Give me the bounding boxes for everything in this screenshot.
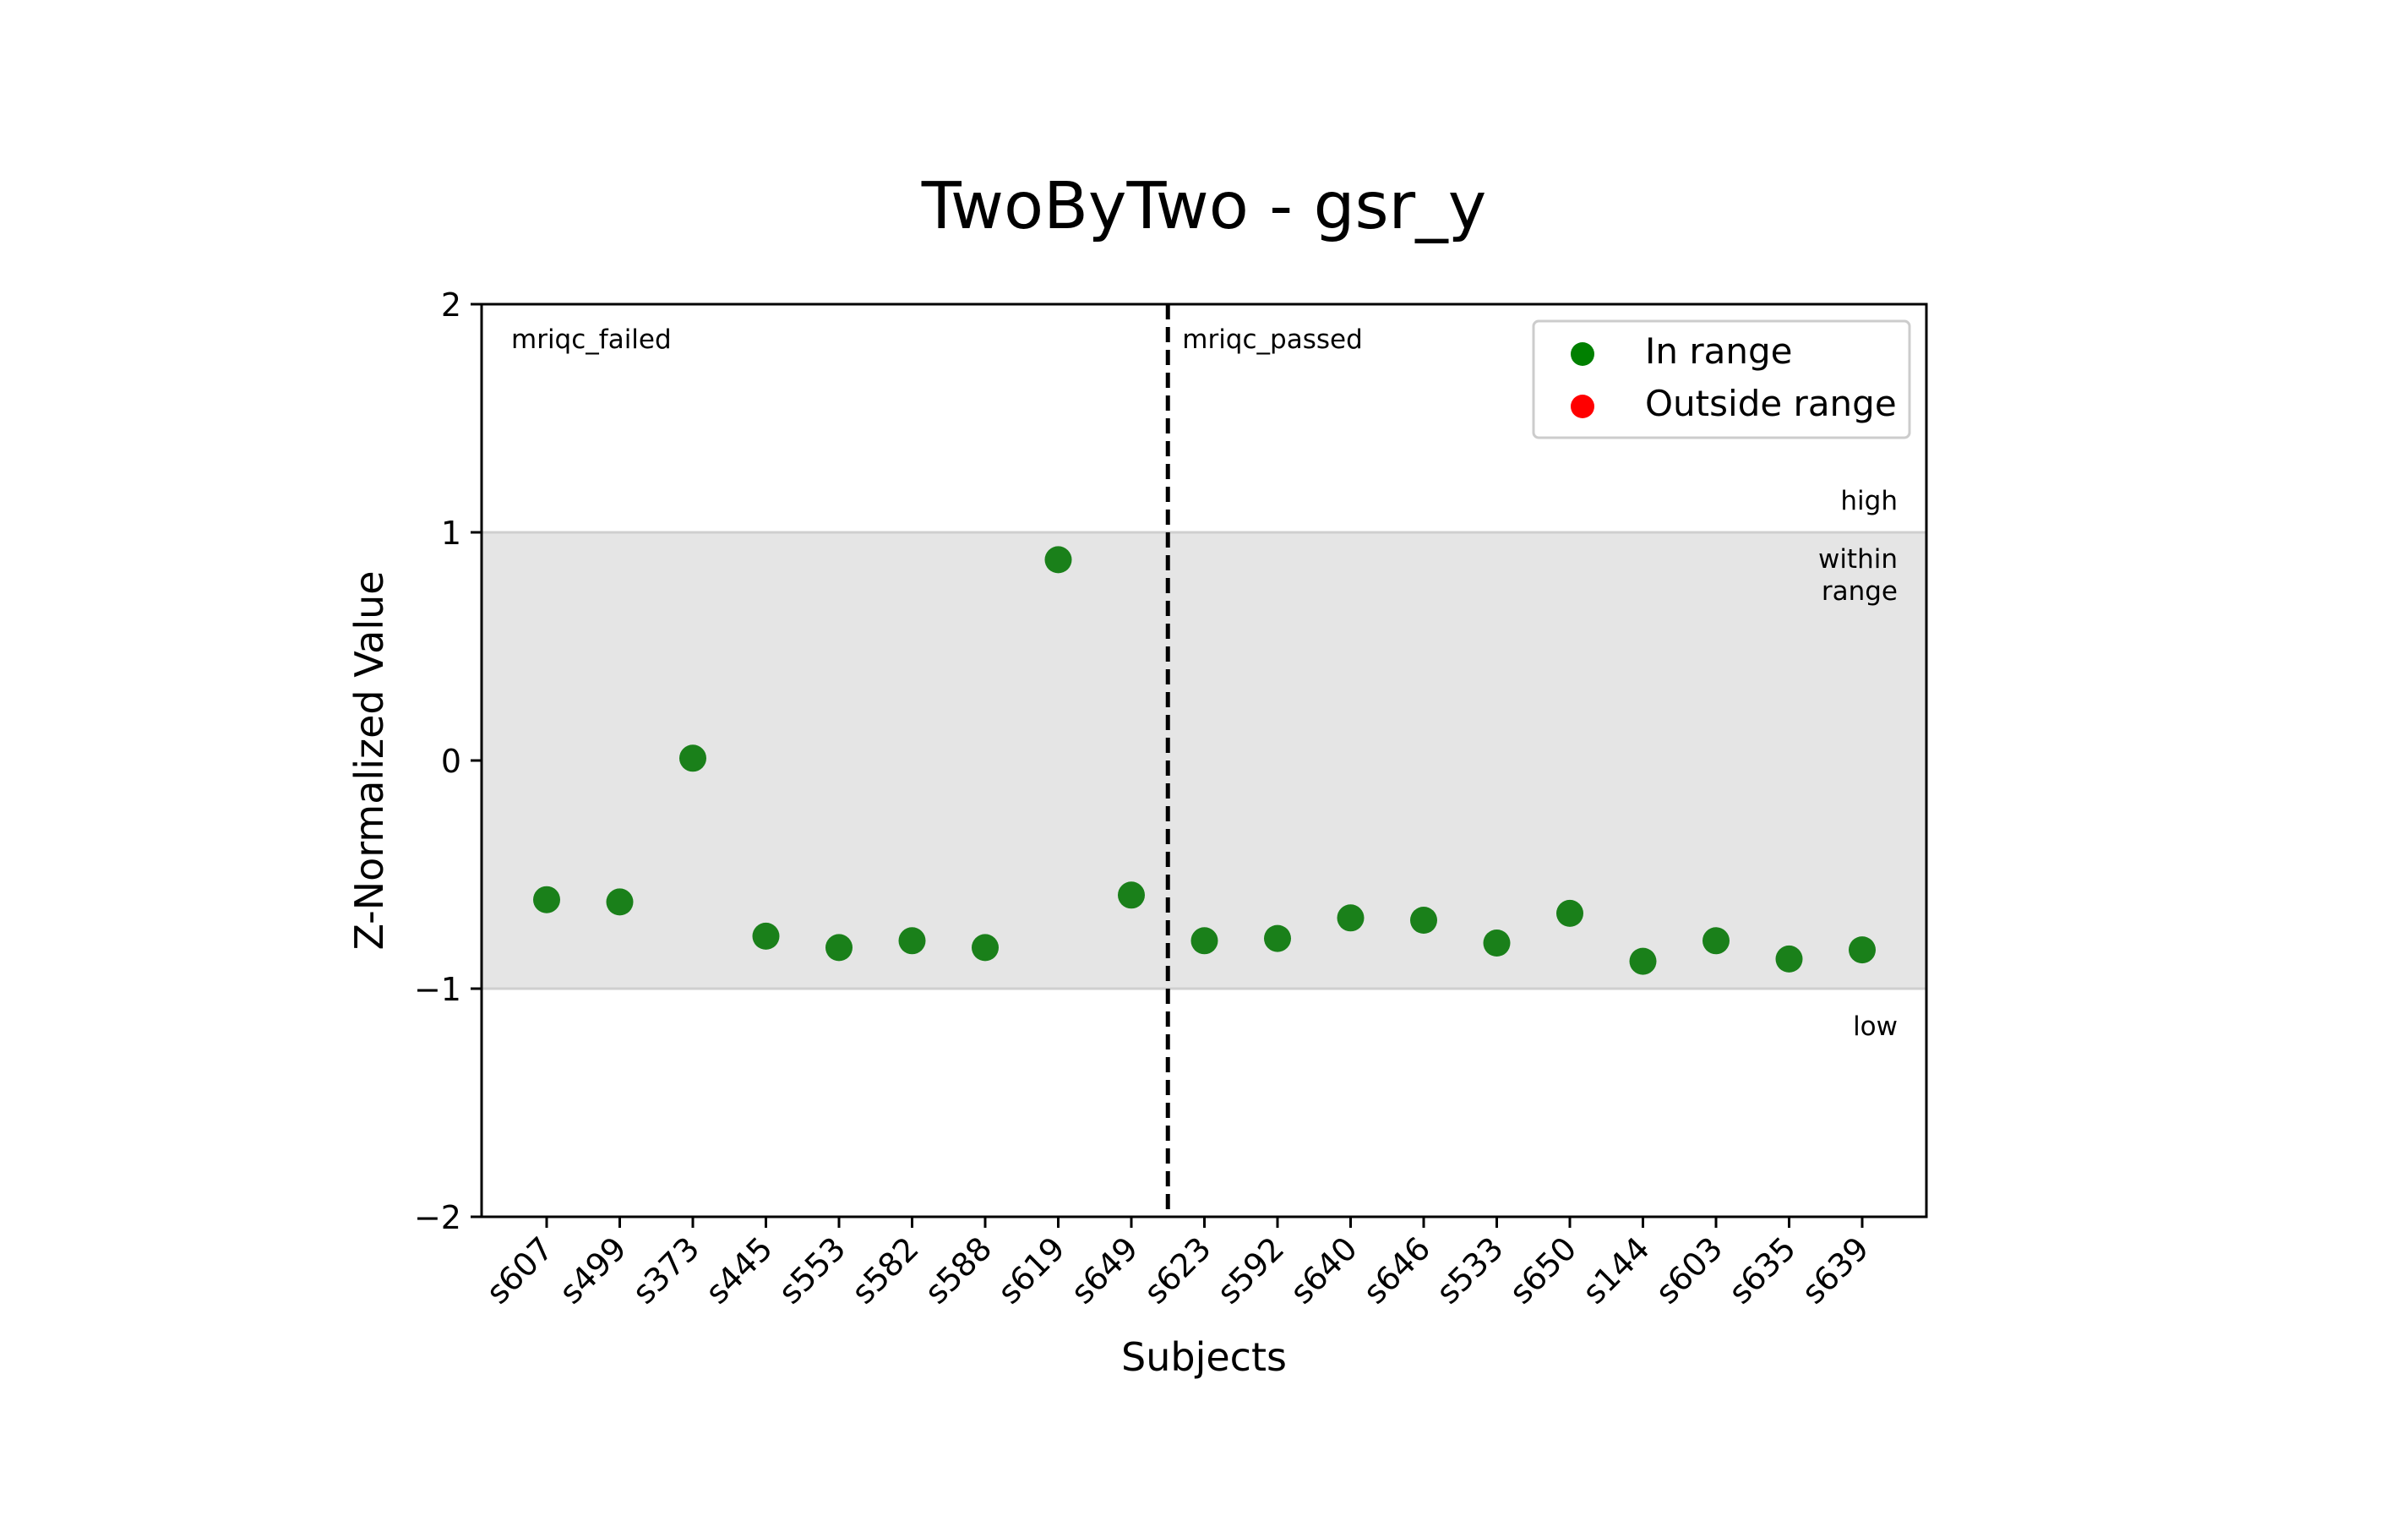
group-label-passed: mriqc_passed (1182, 324, 1363, 355)
range-band (482, 532, 1926, 989)
data-point (1702, 927, 1730, 955)
data-point (679, 744, 706, 772)
x-tick-label: s623 (1136, 1229, 1218, 1311)
group-label-failed: mriqc_failed (511, 324, 672, 355)
x-tick-label: s144 (1575, 1229, 1656, 1311)
data-point (825, 934, 853, 962)
x-tick-label: s650 (1502, 1229, 1583, 1311)
y-ticks: 2 1 0 −1 −2 (414, 286, 482, 1236)
x-tick-label: s373 (625, 1229, 706, 1311)
y-axis-label: Z-Normalized Value (346, 570, 392, 950)
x-tick-label: s592 (1210, 1229, 1291, 1311)
data-point (1775, 945, 1803, 973)
y-tick-label: −1 (414, 971, 461, 1008)
band-label-range: range (1822, 576, 1898, 607)
x-ticks: s607s499s373s445s553s582s588s619s649s623… (479, 1217, 1876, 1311)
data-point (1118, 881, 1145, 909)
data-point (898, 927, 926, 955)
data-point (533, 886, 560, 913)
plot-frame (480, 303, 1928, 1218)
data-point (752, 922, 780, 950)
x-tick-label: s639 (1795, 1229, 1876, 1311)
x-axis-label: Subjects (1121, 1334, 1287, 1380)
x-tick-label: s646 (1356, 1229, 1437, 1311)
x-tick-label: s635 (1721, 1229, 1802, 1311)
x-tick-label: s445 (698, 1229, 779, 1311)
legend-label-outside-range: Outside range (1645, 383, 1897, 424)
y-tick-label: 2 (441, 286, 461, 324)
data-point (972, 934, 999, 962)
x-tick-label: s588 (918, 1229, 999, 1311)
band-label-high: high (1840, 486, 1898, 516)
x-tick-label: s533 (1429, 1229, 1510, 1311)
chart-title: TwoByTwo - gsr_y (921, 169, 1487, 244)
x-tick-label: s582 (844, 1229, 925, 1311)
legend-label-in-range: In range (1645, 330, 1792, 372)
x-tick-label: s619 (990, 1229, 1071, 1311)
x-tick-label: s649 (1064, 1229, 1145, 1311)
x-tick-label: s607 (479, 1229, 560, 1311)
data-point (1629, 947, 1657, 975)
data-point (1044, 546, 1072, 574)
legend-box (1532, 319, 1911, 439)
x-tick-label: s640 (1283, 1229, 1364, 1311)
data-point (1264, 924, 1291, 952)
x-tick-label: s553 (771, 1229, 853, 1311)
data-point (606, 888, 634, 916)
plot-area: s607s499s373s445s553s582s588s619s649s623… (414, 286, 1928, 1311)
y-tick-label: 1 (441, 515, 461, 552)
legend-marker-outside-range (1571, 395, 1594, 418)
data-point (1337, 904, 1365, 932)
y-tick-label: 0 (441, 743, 461, 780)
data-point (1556, 899, 1583, 927)
legend: In range Outside range (1532, 319, 1911, 439)
y-tick-label: −2 (414, 1199, 461, 1236)
data-point (1849, 936, 1876, 964)
band-label-within: within (1818, 544, 1898, 575)
x-tick-label: s603 (1648, 1229, 1730, 1311)
data-point (1410, 907, 1437, 934)
data-points (533, 546, 1876, 975)
band-label-low: low (1853, 1011, 1898, 1042)
data-point (1190, 927, 1218, 955)
data-point (1483, 930, 1511, 957)
x-tick-label: s499 (552, 1229, 633, 1311)
legend-marker-in-range (1571, 342, 1594, 366)
